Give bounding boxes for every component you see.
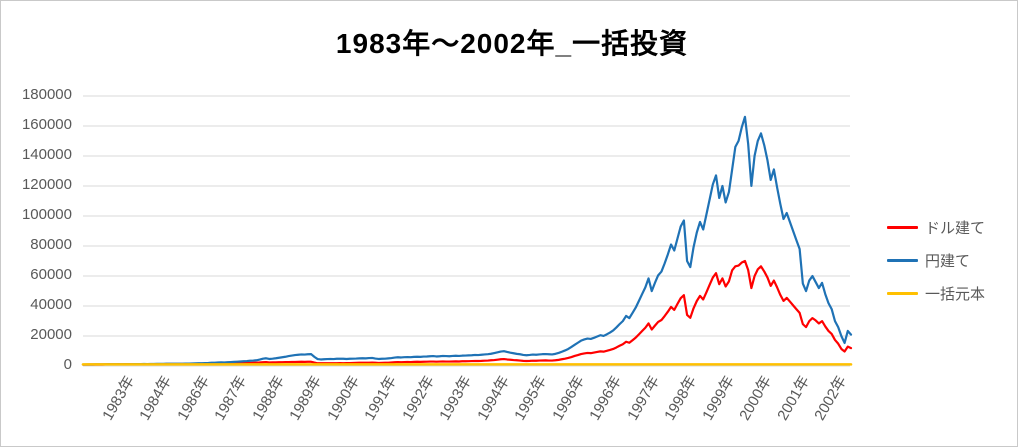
legend-item: 円建て bbox=[887, 249, 985, 271]
legend-swatch bbox=[887, 258, 918, 262]
legend-label: ドル建て bbox=[925, 219, 986, 237]
y-axis-tick-label: 140000 bbox=[21, 146, 72, 163]
legend-swatch bbox=[887, 225, 918, 229]
y-axis-tick-label: 60000 bbox=[30, 266, 72, 283]
legend: ドル建て 円建て 一括元本 bbox=[887, 216, 985, 315]
series-line-0 bbox=[81, 259, 853, 366]
chart-title: 1983年～2002年_一括投資 bbox=[335, 28, 689, 59]
y-axis-tick-label: 0 bbox=[63, 356, 72, 373]
plot-area bbox=[81, 95, 853, 367]
y-axis-tick-label: 100000 bbox=[21, 206, 72, 223]
legend-item: ドル建て bbox=[887, 216, 985, 238]
legend-label: 円建て bbox=[925, 252, 971, 270]
y-axis-tick-label: 20000 bbox=[30, 326, 72, 343]
legend-item: 一括元本 bbox=[887, 282, 985, 304]
y-axis-tick-label: 80000 bbox=[30, 236, 72, 253]
y-axis-tick-label: 120000 bbox=[21, 176, 72, 193]
y-axis-tick-label: 160000 bbox=[21, 116, 72, 133]
legend-label: 一括元本 bbox=[925, 285, 986, 303]
series-line-1 bbox=[81, 115, 853, 366]
legend-swatch bbox=[887, 291, 918, 295]
y-axis-tick-label: 40000 bbox=[30, 296, 72, 313]
y-axis-tick-label: 180000 bbox=[21, 86, 72, 103]
